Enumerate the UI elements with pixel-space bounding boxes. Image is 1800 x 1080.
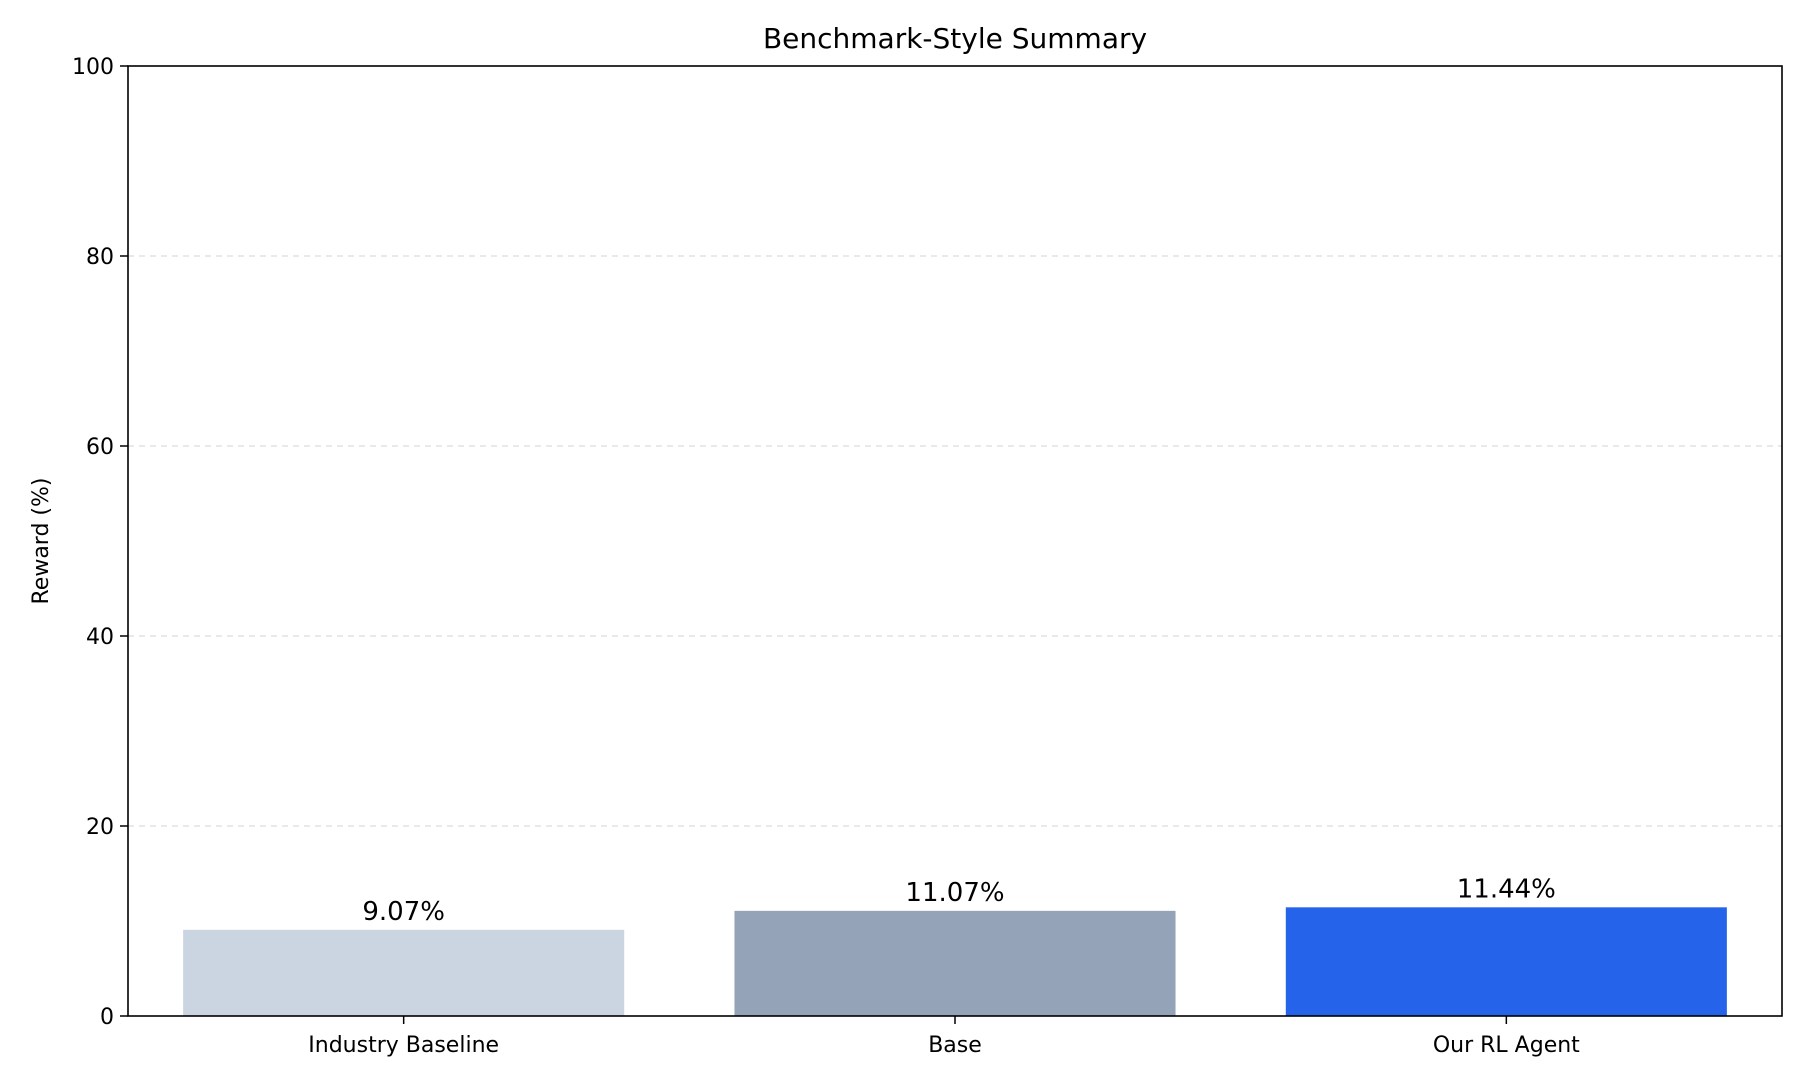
y-tick-label: 40	[86, 625, 114, 650]
bar-value-label: 11.44%	[1457, 874, 1556, 904]
bar	[183, 929, 625, 1016]
bar-value-label: 9.07%	[362, 897, 445, 927]
bar	[734, 910, 1176, 1016]
tick-layer: 0 20 40 60 80 100 Industry Baseline Base Our RL …	[72, 55, 1580, 1058]
y-tick-label: 20	[86, 815, 114, 840]
label-layer: 9.07% 11.07% 11.44%	[362, 874, 1556, 927]
y-axis-label: Reward (%)	[29, 478, 54, 605]
y-tick-label: 60	[86, 435, 114, 460]
x-tick-label: Industry Baseline	[308, 1033, 499, 1058]
bar	[1285, 907, 1727, 1016]
bar-value-label: 11.07%	[905, 878, 1004, 908]
grid-layer	[128, 255, 1782, 827]
bar-layer	[183, 907, 1727, 1016]
y-tick-label: 0	[100, 1005, 114, 1030]
x-tick-label: Our RL Agent	[1433, 1033, 1580, 1058]
y-tick-label: 80	[86, 245, 114, 270]
x-tick-label: Base	[928, 1033, 982, 1058]
chart-title: Benchmark-Style Summary	[763, 22, 1147, 55]
y-tick-label: 100	[72, 55, 114, 80]
